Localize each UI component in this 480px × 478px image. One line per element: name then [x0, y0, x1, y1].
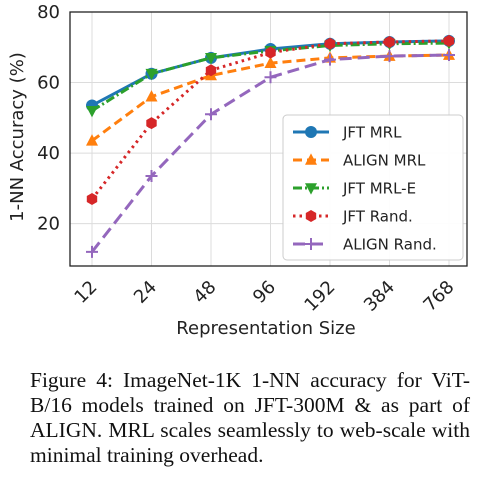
x-tick-label: 12 [70, 277, 101, 308]
legend-marker [305, 153, 317, 165]
x-tick-label: 768 [419, 277, 458, 316]
plot-frame [69, 11, 468, 267]
y-tick-label: 80 [37, 2, 60, 23]
data-point [205, 108, 217, 121]
legend-label: ALIGN Rand. [343, 236, 437, 254]
legend-marker [305, 126, 317, 138]
x-tick-label: 24 [130, 277, 161, 308]
series-jft-rand [86, 34, 455, 205]
data-point [86, 245, 98, 258]
y-tick-label: 60 [37, 73, 60, 94]
legend-marker [305, 183, 317, 195]
legend-entry: JFT MRL-E [293, 180, 416, 198]
figure-caption: Figure 4: ImageNet-1K 1-NN accuracy for … [30, 368, 470, 467]
legend-marker [305, 210, 317, 222]
data-point [264, 56, 277, 68]
legend-entry: JFT MRL [293, 124, 402, 142]
data-point [324, 53, 336, 66]
y-tick-label: 40 [37, 143, 60, 164]
series-align-rand [86, 49, 455, 258]
axes-frame [69, 11, 468, 267]
legend-label: JFT Rand. [342, 208, 413, 226]
data-point [86, 105, 98, 118]
data-point [146, 117, 157, 130]
data-point [383, 50, 396, 63]
x-tick-label: 192 [300, 277, 339, 316]
data-point [145, 170, 158, 183]
y-tick-label: 20 [37, 214, 60, 235]
legend-label: JFT MRL [342, 124, 402, 142]
legend-entry: ALIGN Rand. [293, 236, 437, 254]
data-point [145, 90, 158, 102]
legend-marker [305, 238, 317, 250]
data-point [145, 68, 158, 81]
x-axis-label: Representation Size [176, 318, 355, 339]
legend: JFT MRL ALIGN MRL JFT MRL-E JFT Rand. ALIGN … [282, 114, 464, 261]
data-point [264, 71, 277, 84]
line-chart: 20 40 60 80 12 24 48 96 192 384 768 Representation… [7, 2, 468, 339]
data-point [443, 49, 455, 62]
data-point [205, 53, 217, 65]
series-layer [86, 34, 455, 258]
legend-entry: JFT Rand. [293, 208, 413, 226]
legend-entry: ALIGN MRL [293, 152, 426, 170]
data-point [265, 46, 276, 59]
x-tick-label: 96 [249, 277, 280, 308]
y-axis-label: 1-NN Accuracy (%) [7, 52, 28, 222]
x-tick-label: 48 [189, 277, 220, 308]
data-point [205, 64, 217, 77]
data-point [86, 192, 98, 205]
data-point [86, 134, 98, 146]
legend-label: ALIGN MRL [343, 152, 426, 170]
x-tick-label: 384 [360, 277, 399, 316]
data-point [324, 37, 336, 50]
data-point [443, 34, 455, 47]
legend-label: JFT MRL-E [342, 180, 416, 198]
data-point [384, 35, 395, 48]
legend-box [282, 114, 464, 261]
